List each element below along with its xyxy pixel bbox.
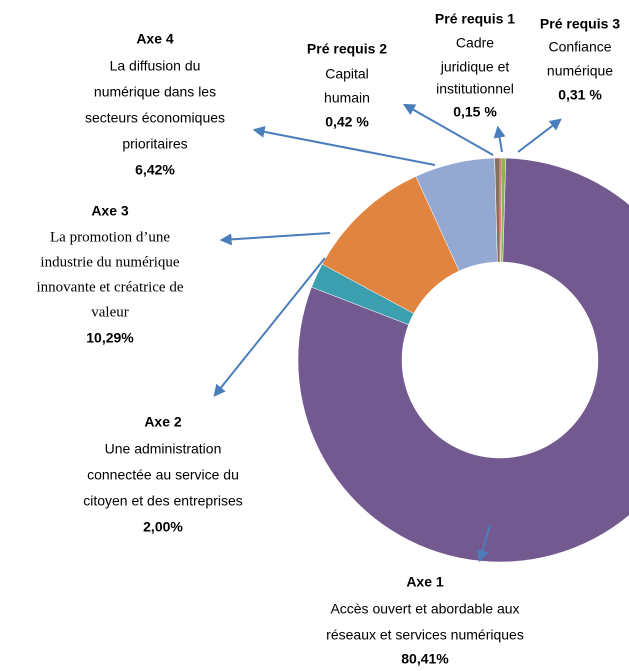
segment-description: valeur: [91, 304, 128, 320]
leader-arrow: [493, 125, 506, 153]
donut-segment: [494, 157, 501, 263]
segment-description: Confiance: [548, 39, 611, 55]
segment-description: secteurs économiques: [85, 110, 225, 126]
segment-description: Cadre: [456, 35, 494, 51]
segment-description: numérique dans les: [94, 84, 216, 100]
segment-title: Axe 3: [91, 203, 129, 219]
leader-arrow: [252, 125, 436, 166]
segment-title: Axe 1: [406, 574, 444, 590]
segment-description: réseaux et services numériques: [326, 627, 524, 643]
segment-description: juridique et: [440, 59, 510, 75]
segment-value-label: 0,31 %: [558, 87, 602, 103]
segment-description: La diffusion du: [110, 58, 201, 74]
segment-description: prioritaires: [122, 136, 187, 152]
leader-arrow: [476, 524, 491, 563]
segment-description: innovante et créatrice de: [37, 279, 184, 295]
segment-title: Pré requis 3: [540, 16, 620, 32]
leader-arrow: [402, 103, 494, 156]
segment-description: humain: [324, 90, 370, 106]
segment-description: Une administration: [105, 441, 222, 457]
segment-value-label: 80,41%: [401, 651, 449, 667]
segment-value-label: 6,42%: [135, 162, 175, 178]
segment-value-label: 0,42 %: [325, 114, 369, 130]
segment-description: Capital: [325, 66, 369, 82]
segment-description: industrie du numérique: [40, 254, 179, 270]
segment-description: institutionnel: [436, 81, 514, 97]
segment-title: Pré requis 2: [307, 41, 387, 57]
segment-description: numérique: [547, 63, 613, 79]
leader-arrow: [213, 257, 326, 397]
segment-title: Axe 2: [144, 414, 182, 430]
segment-value-label: 2,00%: [143, 519, 183, 535]
leader-arrow: [219, 232, 331, 246]
segment-value-label: 10,29%: [86, 330, 134, 346]
segment-title: Pré requis 1: [435, 11, 515, 27]
segment-description: citoyen et des entreprises: [83, 493, 243, 509]
segment-description: connectée au service du: [87, 467, 239, 483]
segment-description: La promotion d’une: [50, 229, 170, 245]
donut-segment: [297, 157, 629, 563]
segment-description: Accès ouvert et abordable aux: [330, 601, 519, 617]
leader-arrow: [517, 118, 562, 153]
segment-title: Axe 4: [136, 31, 174, 47]
segment-value-label: 0,15 %: [453, 104, 497, 120]
